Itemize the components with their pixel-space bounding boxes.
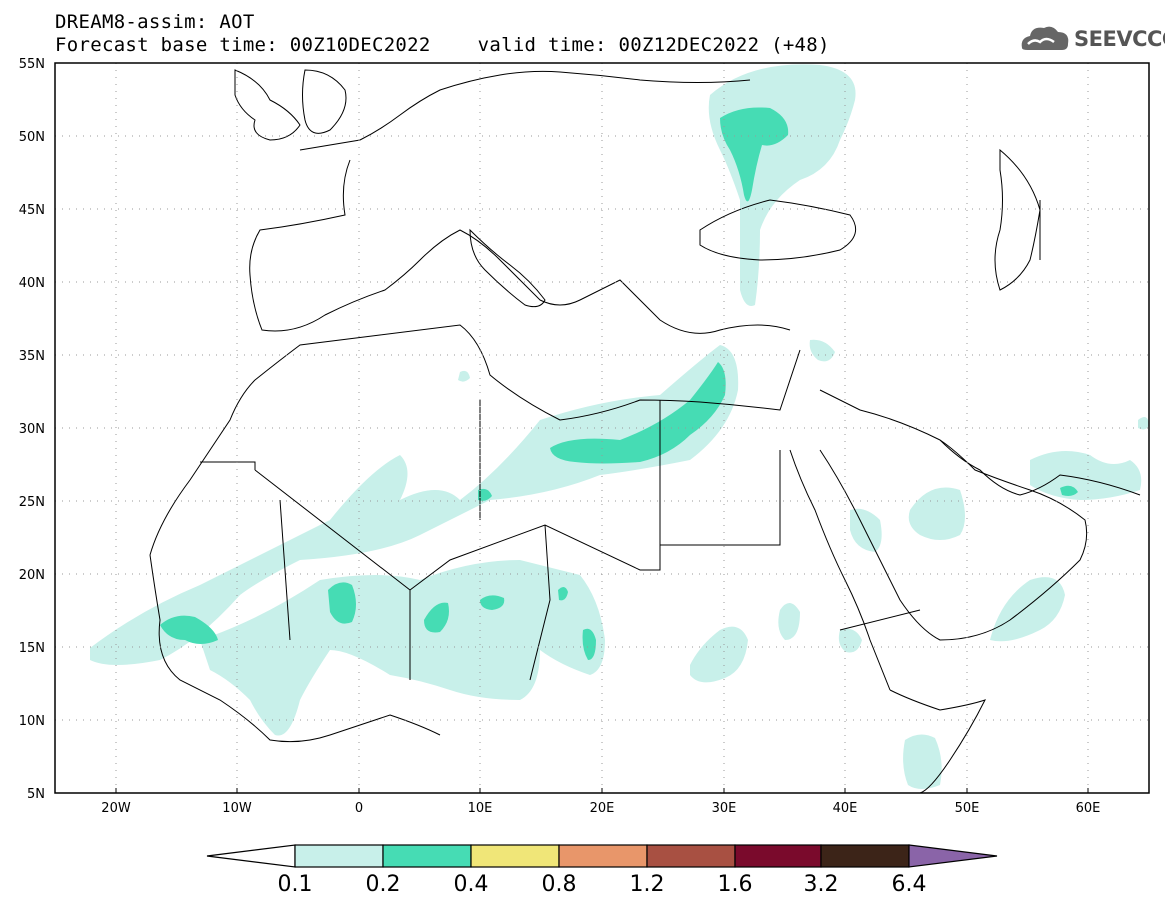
lon-label: 0 (355, 801, 363, 816)
colorbar-label: 0.4 (454, 872, 489, 897)
lat-label: 10N (19, 714, 45, 729)
colorbar-low-arrow (206, 844, 296, 868)
colorbar-swatch (470, 844, 560, 868)
lat-label: 35N (19, 349, 45, 364)
aot-field (90, 64, 1149, 789)
colorbar-swatch (294, 844, 384, 868)
coastlines (149, 69, 1141, 794)
lat-labels: 55N 50N 45N 40N 35N 30N 25N 20N 15N 10N … (19, 57, 45, 802)
map-title: DREAM8-assim: AOT (55, 11, 255, 33)
lat-label: 40N (19, 276, 45, 291)
lat-label: 55N (19, 57, 45, 72)
lon-label: 10W (222, 801, 252, 816)
lat-label: 50N (19, 130, 45, 145)
colorbar-label: 0.1 (278, 872, 313, 897)
colorbar-labels: 0.1 0.2 0.4 0.8 1.2 1.6 3.2 6.4 (278, 872, 927, 897)
lat-label: 15N (19, 641, 45, 656)
map-subtitle: Forecast base time: 00Z10DEC2022 valid t… (55, 34, 830, 56)
colorbar-swatch (646, 844, 736, 868)
lat-label: 5N (27, 787, 45, 802)
lon-label: 30E (712, 801, 737, 816)
lon-label: 60E (1076, 801, 1101, 816)
lon-label: 10E (468, 801, 493, 816)
colorbar-label: 3.2 (804, 872, 839, 897)
lon-label: 20E (590, 801, 615, 816)
colorbar-label: 0.2 (366, 872, 401, 897)
lon-label: 40E (833, 801, 858, 816)
colorbar-swatch (734, 844, 822, 868)
colorbar-label: 6.4 (892, 872, 927, 897)
colorbar (206, 844, 998, 868)
colorbar-label: 1.2 (630, 872, 665, 897)
graticule (55, 63, 1149, 793)
colorbar-high-arrow (908, 844, 998, 868)
cloud-icon (1021, 26, 1069, 50)
colorbar-swatch (820, 844, 910, 868)
lat-label: 25N (19, 495, 45, 510)
lat-label: 45N (19, 203, 45, 218)
lon-labels: 20W 10W 0 10E 20E 30E 40E 50E 60E (101, 801, 1100, 816)
lat-label: 30N (19, 422, 45, 437)
logo-text: SEEVCCC (1074, 27, 1165, 51)
colorbar-label: 1.6 (718, 872, 753, 897)
lat-label: 20N (19, 568, 45, 583)
colorbar-swatch (382, 844, 472, 868)
colorbar-swatch (558, 844, 648, 868)
lon-label: 50E (955, 801, 980, 816)
lon-label: 20W (101, 801, 131, 816)
colorbar-label: 0.8 (542, 872, 577, 897)
